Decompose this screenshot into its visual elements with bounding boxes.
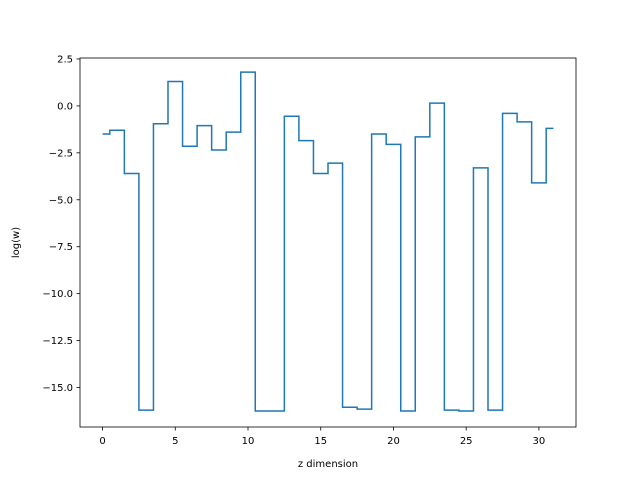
y-tick-label: −12.5	[42, 336, 73, 347]
x-tick-label: 0	[99, 436, 105, 447]
y-tick-label: 0.0	[57, 101, 73, 112]
x-tick-label: 20	[387, 436, 400, 447]
x-tick-label: 5	[172, 436, 178, 447]
x-tick-label: 10	[242, 436, 255, 447]
x-axis: 0 5 10 15 20 25 30	[99, 427, 545, 447]
plot-area	[102, 71, 554, 412]
y-tick-label: −15.0	[42, 383, 73, 394]
x-axis-label: z dimension	[298, 459, 358, 470]
y-tick-label: −2.5	[49, 148, 73, 159]
x-tick-label: 25	[460, 436, 473, 447]
series-line	[102, 71, 554, 412]
y-tick-label: 2.5	[57, 54, 73, 65]
y-axis: 2.5 0.0 −2.5 −5.0 −7.5 −10.0 −12.5 −15.0	[42, 54, 80, 394]
y-tick-label: −5.0	[49, 195, 73, 206]
y-axis-label: log(w)	[11, 227, 22, 258]
axes-frame	[79, 57, 577, 428]
x-tick-label: 30	[533, 436, 546, 447]
y-tick-label: −10.0	[42, 289, 73, 300]
y-tick-label: −7.5	[49, 242, 73, 253]
x-tick-label: 15	[314, 436, 327, 447]
